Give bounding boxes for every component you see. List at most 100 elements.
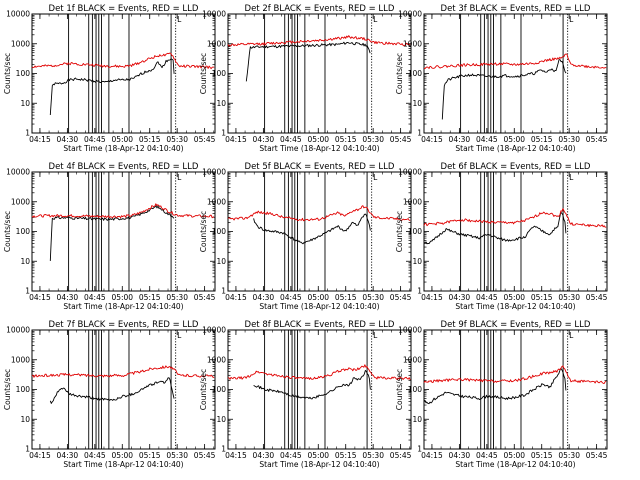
y-tick-label: 10 — [412, 415, 422, 424]
x-tick-label: 05:30 — [166, 451, 188, 460]
events-series-line — [49, 377, 175, 404]
x-tick-label: 05:30 — [166, 135, 188, 144]
lld-series-line — [227, 364, 411, 381]
panel-title: Det 6f BLACK = Events, RED = LLD — [441, 162, 591, 172]
x-tick-label: 05:30 — [558, 451, 580, 460]
y-tick-label: 10000 — [398, 168, 422, 177]
detector-panel-6: Det 6f BLACK = Events, RED = LLD 1 10 100 10… — [395, 162, 608, 311]
bracket-label: L — [373, 173, 378, 182]
x-axis-label: Start Time (18-Apr-12 04:10:40) — [259, 302, 379, 311]
events-series-line — [423, 211, 567, 245]
y-tick-label: 1 — [221, 129, 226, 138]
y-tick-label: 10000 — [202, 10, 226, 19]
x-tick-label: 05:00 — [503, 293, 525, 302]
y-tick-label: 1000 — [403, 39, 422, 48]
detector-panel-1: Det 1f BLACK = Events, RED = LLD 1 10 100 10… — [3, 4, 216, 153]
y-axis-label: Counts/sec — [395, 211, 404, 252]
plot-frame — [31, 13, 216, 134]
x-tick-label: 05:45 — [390, 293, 412, 302]
x-tick-label: 05:00 — [503, 135, 525, 144]
detector-panel-4: Det 4f BLACK = Events, RED = LLD 1 10 100 10… — [3, 162, 216, 311]
x-tick-label: 05:00 — [111, 451, 133, 460]
x-tick-label: 04:30 — [449, 451, 471, 460]
y-tick-label: 10000 — [202, 326, 226, 335]
x-tick-label: 05:15 — [139, 135, 161, 144]
x-tick-label: 04:15 — [225, 135, 247, 144]
x-tick-label: 04:15 — [421, 293, 443, 302]
lld-series-line — [227, 205, 411, 222]
y-tick-label: 1000 — [11, 355, 30, 364]
bracket-label: L — [177, 15, 182, 24]
x-tick-label: 05:45 — [194, 451, 216, 460]
panel-title: Det 9f BLACK = Events, RED = LLD — [441, 320, 591, 330]
x-tick-label: 05:00 — [111, 293, 133, 302]
x-tick-label: 05:30 — [362, 135, 384, 144]
y-tick-label: 1000 — [11, 197, 30, 206]
x-tick-label: 04:45 — [476, 135, 498, 144]
x-tick-label: 04:30 — [57, 135, 79, 144]
panel-title: Det 1f BLACK = Events, RED = LLD — [49, 4, 199, 14]
y-tick-label: 1 — [25, 287, 30, 296]
bracket-label: L — [569, 331, 574, 340]
lld-series-line — [423, 53, 607, 70]
x-tick-label: 04:30 — [253, 451, 275, 460]
plot-frame — [227, 13, 412, 134]
y-tick-label: 10000 — [202, 168, 226, 177]
x-tick-label: 05:00 — [111, 135, 133, 144]
plot-frame — [423, 171, 608, 292]
events-series-line — [49, 58, 175, 116]
y-tick-label: 100 — [212, 69, 227, 78]
x-tick-label: 05:30 — [166, 293, 188, 302]
x-tick-label: 05:45 — [390, 451, 412, 460]
y-tick-label: 1 — [25, 445, 30, 454]
y-tick-label: 10000 — [398, 326, 422, 335]
x-tick-label: 04:30 — [449, 293, 471, 302]
x-tick-label: 05:15 — [531, 451, 553, 460]
x-tick-label: 05:30 — [558, 293, 580, 302]
events-series-line — [49, 205, 175, 261]
bracket-label: L — [569, 15, 574, 24]
lld-series-line — [423, 365, 607, 384]
lld-series-line — [31, 52, 215, 70]
x-tick-label: 04:45 — [84, 135, 106, 144]
x-tick-label: 04:15 — [29, 293, 51, 302]
panel-title: Det 4f BLACK = Events, RED = LLD — [49, 162, 199, 172]
y-axis-label: Counts/sec — [395, 369, 404, 410]
lld-series-line — [423, 208, 607, 228]
x-tick-label: 05:30 — [558, 135, 580, 144]
y-tick-label: 1000 — [11, 39, 30, 48]
x-tick-label: 05:00 — [307, 451, 329, 460]
y-tick-label: 1 — [417, 287, 422, 296]
x-axis-label: Start Time (18-Apr-12 04:10:40) — [63, 460, 183, 469]
x-tick-label: 04:45 — [476, 451, 498, 460]
y-tick-label: 100 — [212, 385, 227, 394]
bracket-label: L — [569, 173, 574, 182]
x-tick-label: 04:30 — [57, 293, 79, 302]
x-axis-label: Start Time (18-Apr-12 04:10:40) — [455, 144, 575, 153]
x-tick-label: 05:30 — [362, 293, 384, 302]
events-series-line — [441, 59, 567, 120]
x-tick-label: 05:15 — [335, 293, 357, 302]
x-tick-label: 04:30 — [57, 451, 79, 460]
x-tick-label: 04:45 — [280, 135, 302, 144]
detector-panel-2: Det 2f BLACK = Events, RED = LLD 1 10 100 10… — [199, 4, 412, 153]
lld-series-line — [31, 203, 215, 219]
y-axis-label: Counts/sec — [395, 53, 404, 94]
x-tick-label: 05:45 — [194, 135, 216, 144]
y-tick-label: 100 — [408, 69, 423, 78]
bracket-label: L — [373, 15, 378, 24]
x-tick-label: 05:15 — [335, 451, 357, 460]
detector-panel-5: Det 5f BLACK = Events, RED = LLD 1 10 100 10… — [199, 162, 412, 311]
y-tick-label: 10000 — [398, 10, 422, 19]
x-axis-label: Start Time (18-Apr-12 04:10:40) — [455, 302, 575, 311]
x-tick-label: 04:15 — [225, 293, 247, 302]
y-axis-label: Counts/sec — [3, 211, 12, 252]
x-tick-label: 05:45 — [586, 451, 608, 460]
detector-panel-9: Det 9f BLACK = Events, RED = LLD 1 10 100 10… — [395, 320, 608, 469]
x-tick-label: 04:15 — [421, 451, 443, 460]
x-tick-label: 04:45 — [476, 293, 498, 302]
events-series-line — [253, 370, 371, 400]
y-tick-label: 100 — [16, 227, 31, 236]
y-axis-label: Counts/sec — [3, 53, 12, 94]
